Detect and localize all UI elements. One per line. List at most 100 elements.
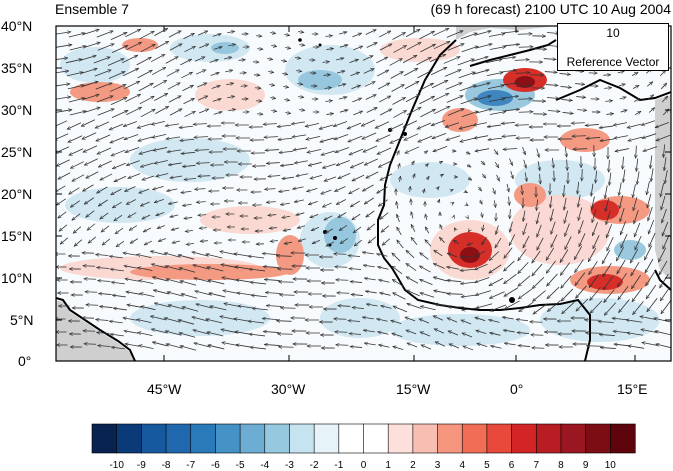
wind-vector [562, 112, 574, 113]
wind-vector [504, 343, 516, 345]
wind-vector [266, 163, 280, 164]
wind-vector [363, 265, 375, 267]
wind-vector [227, 96, 234, 98]
wind-vector [167, 188, 178, 191]
wind-vector [532, 250, 541, 263]
wind-vector [517, 332, 530, 333]
wind-vector [453, 240, 459, 244]
wind-vector [430, 66, 447, 76]
wind-vector [447, 109, 464, 116]
wind-vector [628, 346, 645, 349]
wind-vector [622, 156, 623, 170]
wind-vector [114, 214, 123, 221]
wind-vector [138, 136, 153, 141]
y-tick-label: 25°N [1, 144, 33, 160]
colorbar-tick-label: -7 [186, 460, 196, 471]
wind-vector [112, 162, 126, 170]
wind-vector [504, 273, 517, 283]
wind-vector [363, 145, 378, 153]
wind-vector [560, 86, 572, 87]
wind-vector [367, 223, 376, 230]
wind-vector [338, 97, 347, 99]
wind-vector [365, 291, 377, 293]
wind-vector [352, 33, 361, 38]
wind-vector [349, 333, 362, 334]
wind-vector [651, 168, 654, 181]
wind-vector [459, 124, 474, 129]
wind-vector [337, 84, 346, 86]
wind-vector [140, 108, 155, 118]
wind-vector [280, 164, 294, 166]
wind-vector [268, 176, 281, 177]
wind-vector [592, 235, 600, 249]
plot-title-right: (69 h forecast) 2100 UTC 10 Aug 2004 [430, 1, 671, 17]
wind-vector [123, 121, 138, 126]
wind-vector [518, 288, 532, 299]
wind-vector [277, 334, 293, 335]
colorbar-tick-label: -4 [260, 460, 270, 471]
wind-vector [156, 173, 169, 177]
wind-vector [586, 137, 601, 138]
wind-vector [487, 85, 504, 89]
wind-vector [152, 134, 167, 137]
wind-vector [378, 160, 392, 168]
wind-vector [248, 321, 265, 324]
wind-vector [400, 176, 401, 182]
wind-vector [564, 236, 572, 249]
colorbar-tick-label: 5 [484, 460, 490, 471]
wind-vector [599, 126, 614, 128]
wind-vector [151, 120, 165, 124]
wind-vector [471, 57, 488, 62]
wind-vector [283, 86, 289, 87]
wind-vector [489, 320, 500, 323]
wind-vector [110, 136, 125, 143]
wind-vector [613, 122, 627, 126]
wind-vector [643, 146, 658, 152]
wind-vector [468, 230, 469, 232]
wind-vector [461, 294, 478, 297]
wind-vector [228, 44, 235, 45]
wind-vector [424, 227, 430, 234]
wind-vector [56, 97, 71, 100]
wind-vector [502, 317, 514, 319]
wind-vector [68, 98, 85, 103]
wind-vector [663, 144, 664, 157]
wind-vector [565, 146, 566, 157]
wind-vector [364, 278, 376, 280]
wind-vector [646, 82, 653, 87]
wind-vector [352, 174, 365, 182]
wind-vector [72, 174, 85, 182]
wind-vector [347, 122, 362, 129]
wind-vector [377, 186, 388, 194]
wind-vector [111, 347, 125, 349]
wind-vector [438, 199, 439, 202]
y-tick-label: 35°N [1, 60, 33, 76]
wind-vector [636, 145, 637, 159]
wind-vector [362, 317, 374, 319]
wind-vector [406, 263, 417, 271]
wind-vector [180, 281, 197, 286]
wind-vector [298, 97, 304, 98]
wind-vector [522, 185, 523, 194]
wind-vector [335, 186, 346, 192]
wind-vector [167, 149, 182, 152]
x-tick-label: 0° [510, 381, 524, 397]
wind-vector [504, 300, 520, 310]
wind-vector [82, 184, 94, 192]
wind-vector [380, 212, 389, 220]
wind-vector [494, 161, 499, 168]
wind-vector [391, 320, 402, 324]
wind-vector [378, 267, 389, 270]
wind-vector [375, 121, 390, 129]
wind-vector [504, 247, 513, 259]
colorbar-tick-label: 6 [508, 460, 515, 471]
wind-vector [72, 213, 81, 221]
wind-vector [125, 186, 136, 192]
wind-vector [338, 32, 347, 34]
wind-vector [339, 45, 348, 48]
wind-vector [60, 237, 69, 244]
wind-vector [56, 110, 72, 113]
wind-vector [165, 331, 181, 336]
wind-vector [206, 319, 223, 324]
